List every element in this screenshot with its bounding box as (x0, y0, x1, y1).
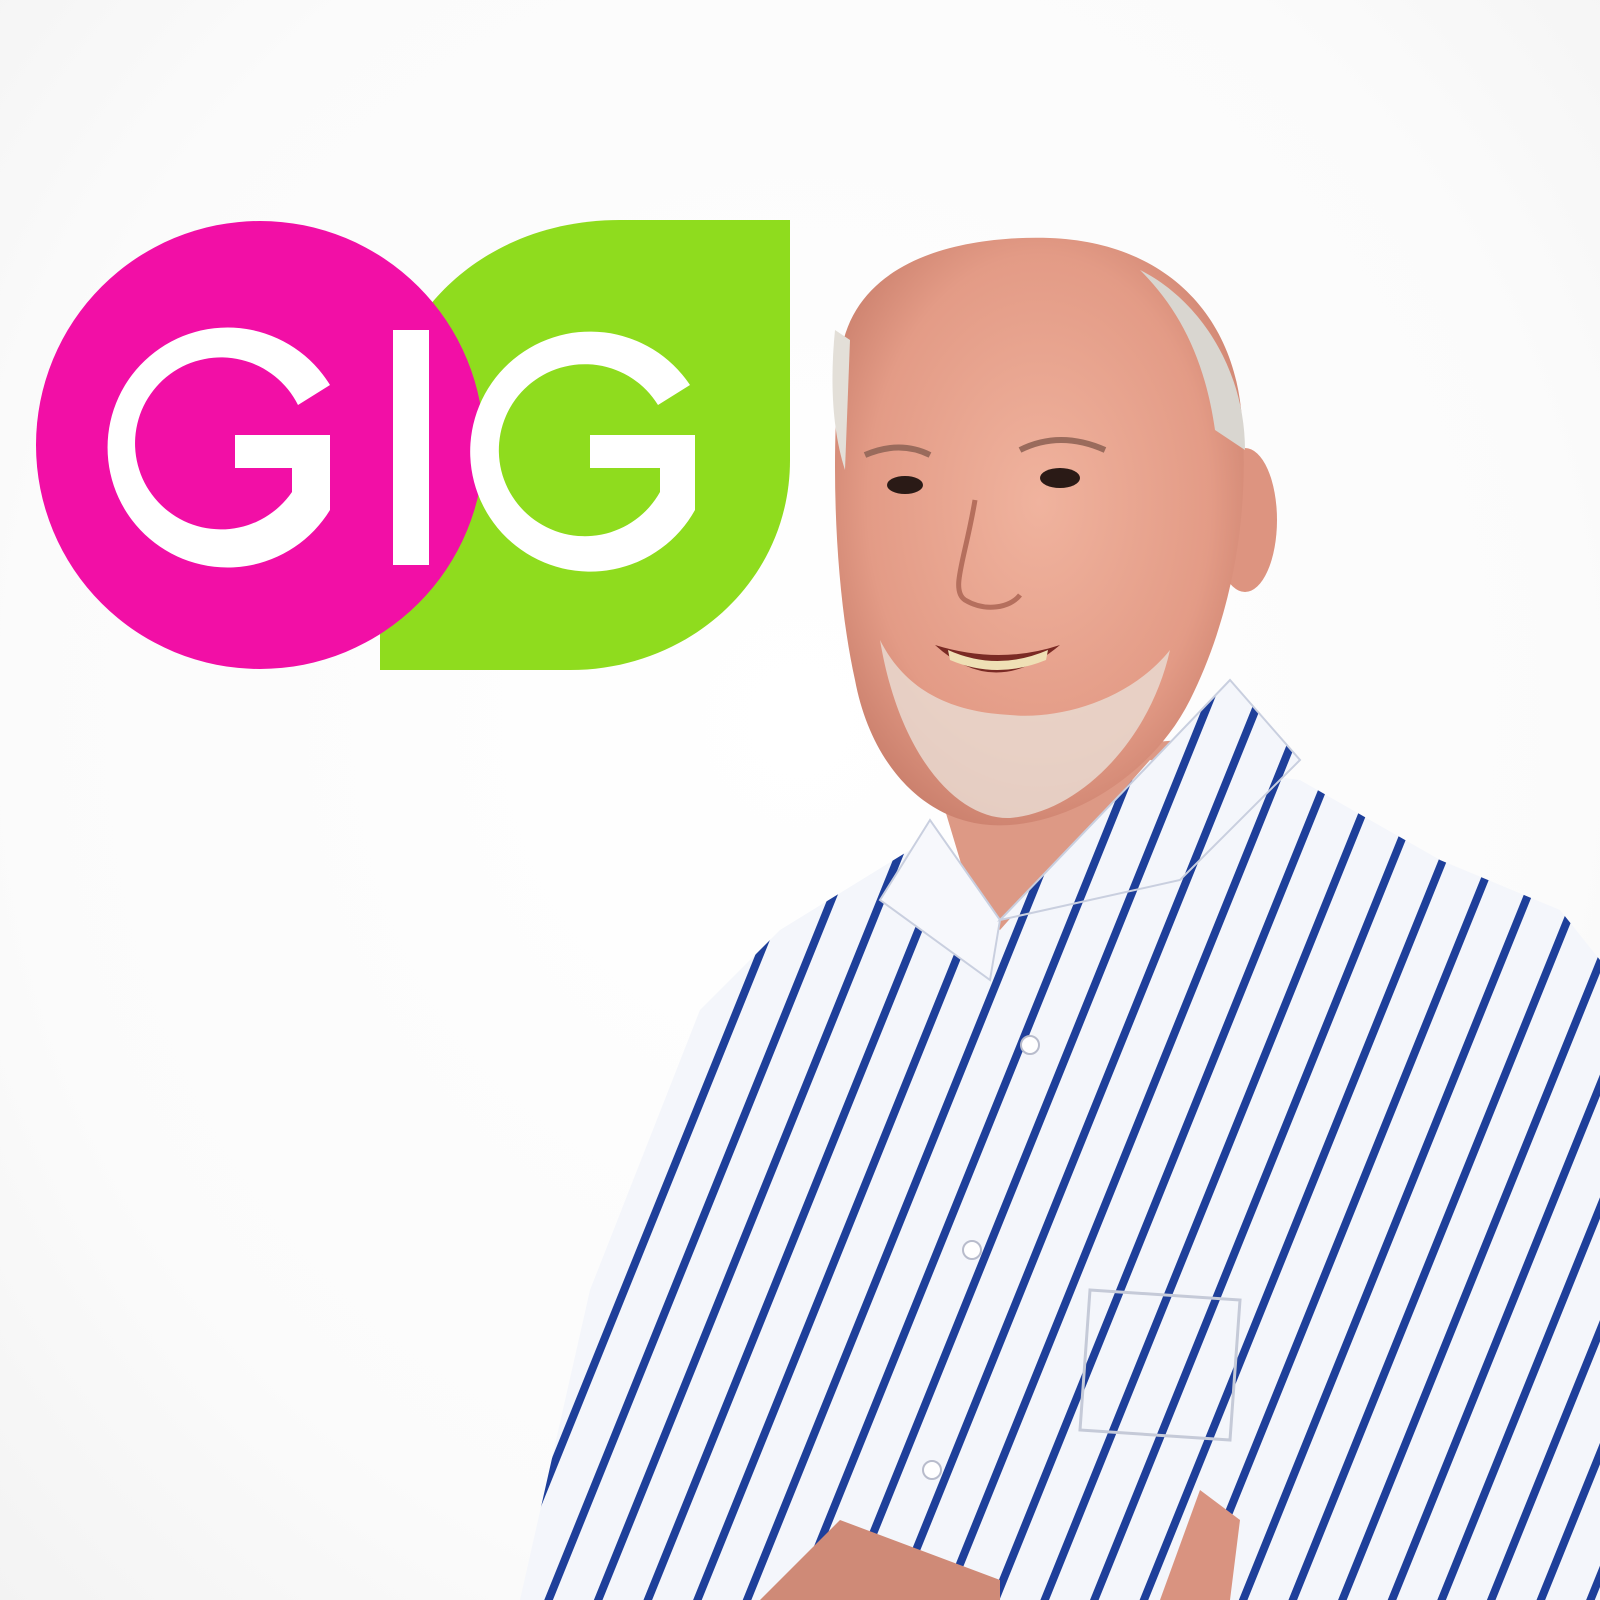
logo-letter-g2 (470, 331, 695, 572)
shirt-button (962, 1240, 982, 1260)
hand (1160, 1490, 1240, 1600)
nose (956, 499, 1022, 610)
shirt-collar-right (996, 678, 1302, 922)
gig-logo (36, 220, 790, 670)
beard (880, 640, 1170, 819)
logo-letter-g1 (107, 327, 330, 568)
logo-letter-i (393, 330, 429, 565)
eyebrow-right (1018, 437, 1107, 453)
hair (1140, 270, 1245, 450)
eyebrow-left (863, 444, 932, 458)
teeth (948, 650, 1048, 670)
eye-left (887, 476, 923, 494)
shirt-pocket (1078, 1288, 1242, 1442)
hair-left (832, 330, 850, 470)
shirt-button (922, 1460, 942, 1480)
striped-shirt (520, 760, 1600, 1600)
shirt-button (1020, 1035, 1040, 1055)
eye-right (1040, 468, 1080, 488)
forearm (760, 1520, 1000, 1600)
logo-green-leaf (380, 220, 790, 670)
